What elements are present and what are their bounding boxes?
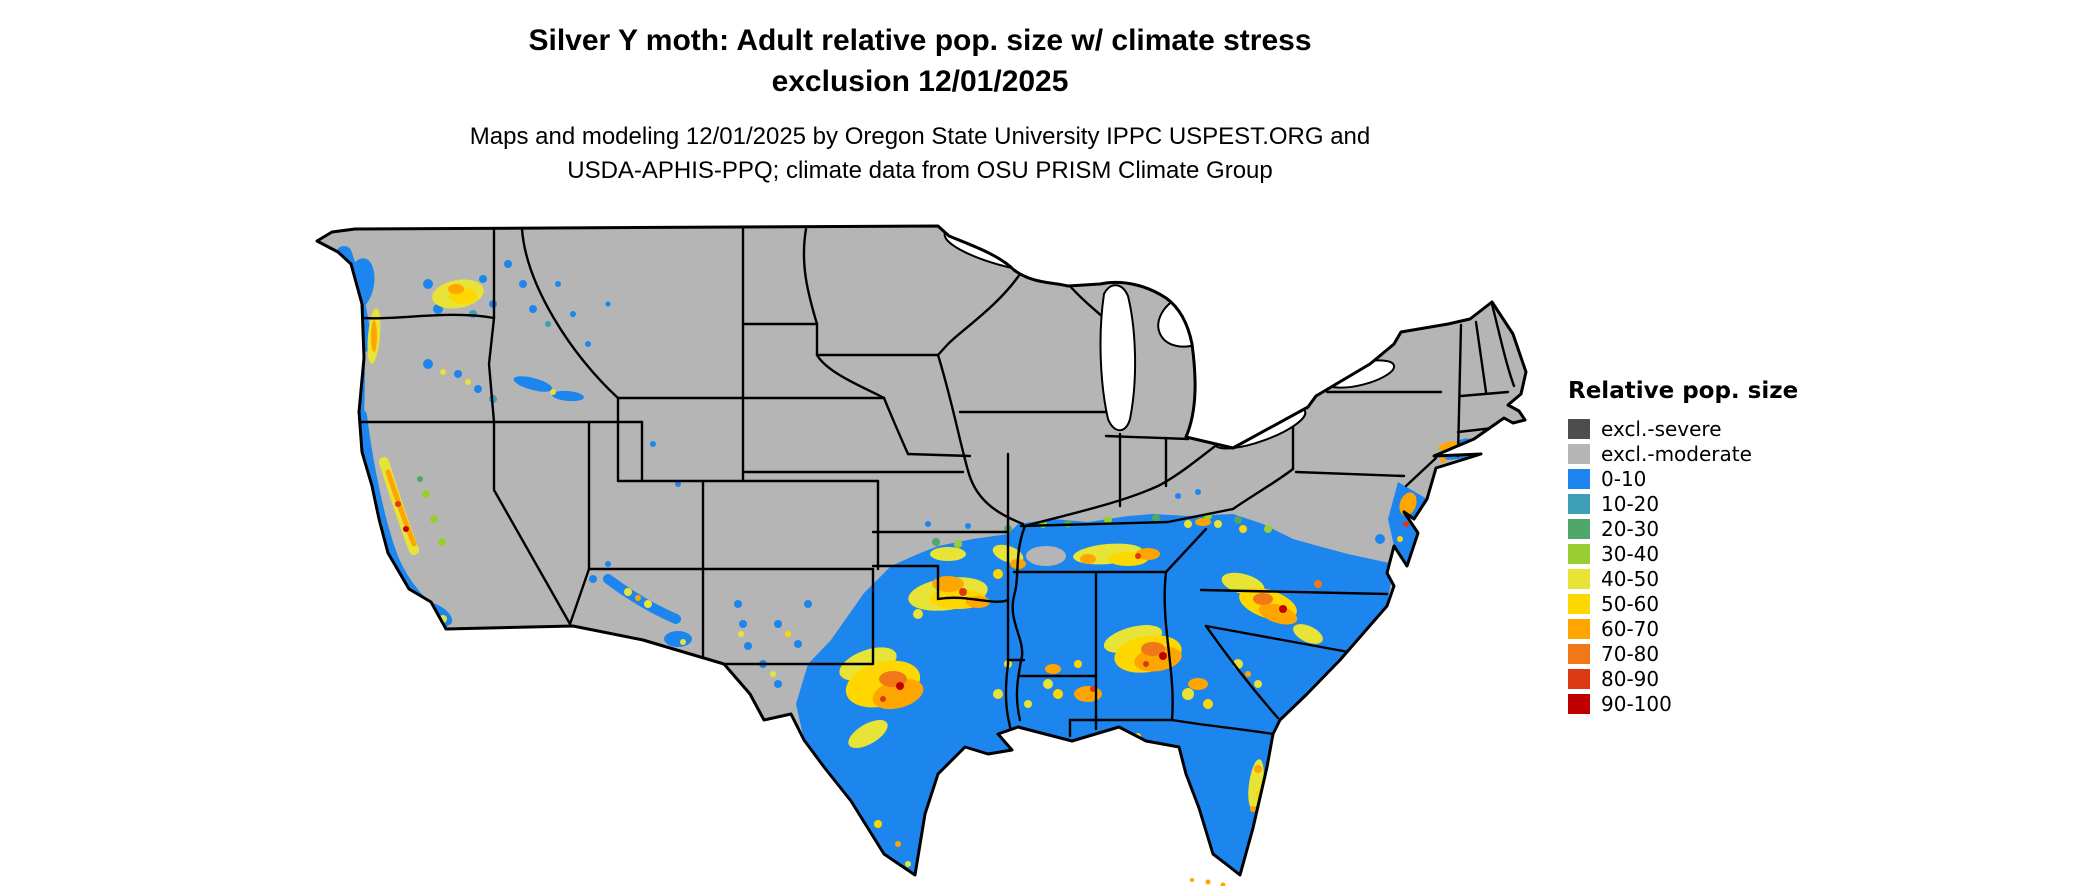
legend-item: 50-60	[1568, 591, 1988, 616]
legend-items: excl.-severe excl.-moderate 0-10 10-20 20-30…	[1568, 416, 1988, 716]
legend-item: excl.-moderate	[1568, 441, 1988, 466]
legend-item: 60-70	[1568, 616, 1988, 641]
legend-swatch	[1568, 618, 1590, 639]
us-map	[315, 224, 1528, 886]
legend-swatch	[1568, 693, 1590, 714]
legend-label: 50-60	[1601, 591, 1660, 616]
legend-item: 0-10	[1568, 466, 1988, 491]
legend-label: excl.-moderate	[1601, 441, 1752, 466]
legend-swatch	[1568, 518, 1590, 539]
legend-label: 80-90	[1601, 666, 1660, 691]
legend-label: 70-80	[1601, 641, 1660, 666]
legend-swatch	[1568, 418, 1590, 439]
florida-keys	[1190, 878, 1226, 886]
legend-item: 20-30	[1568, 516, 1988, 541]
figure-title: Silver Y moth: Adult relative pop. size …	[300, 20, 1540, 103]
legend-label: 10-20	[1601, 491, 1660, 516]
legend-label: 90-100	[1601, 691, 1672, 716]
legend-swatch	[1568, 493, 1590, 514]
legend-label: 20-30	[1601, 516, 1660, 541]
legend-title: Relative pop. size	[1568, 378, 1799, 404]
legend-swatch	[1568, 443, 1590, 464]
legend-swatch	[1568, 643, 1590, 664]
lake-michigan	[1099, 284, 1137, 432]
legend-item: excl.-severe	[1568, 416, 1988, 441]
legend-item: 10-20	[1568, 491, 1988, 516]
legend-label: 30-40	[1601, 541, 1660, 566]
legend-item: 80-90	[1568, 666, 1988, 691]
legend-item: 90-100	[1568, 691, 1988, 716]
legend-swatch	[1568, 543, 1590, 564]
legend-item: 30-40	[1568, 541, 1988, 566]
figure-subtitle: Maps and modeling 12/01/2025 by Oregon S…	[300, 120, 1540, 188]
figure-subtitle-line1: Maps and modeling 12/01/2025 by Oregon S…	[469, 123, 1371, 150]
figure-subtitle-line2: USDA-APHIS-PPQ; climate data from OSU PR…	[567, 157, 1273, 185]
legend-label: 0-10	[1601, 466, 1647, 491]
legend-swatch	[1568, 468, 1590, 489]
legend-swatch	[1568, 568, 1590, 589]
legend-swatch	[1568, 668, 1590, 689]
legend-label: 40-50	[1601, 566, 1660, 591]
legend: Relative pop. size excl.-severe excl.-mod…	[1568, 378, 1988, 716]
legend-label: excl.-severe	[1601, 416, 1722, 441]
us-outline	[315, 224, 1528, 877]
legend-swatch	[1568, 593, 1590, 614]
figure-title-line2: exclusion 12/01/2025	[771, 65, 1069, 99]
state-borders	[322, 227, 1522, 738]
legend-item: 70-80	[1568, 641, 1988, 666]
legend-item: 40-50	[1568, 566, 1988, 591]
legend-label: 60-70	[1601, 616, 1660, 641]
figure-title-line1: Silver Y moth: Adult relative pop. size …	[528, 24, 1312, 57]
